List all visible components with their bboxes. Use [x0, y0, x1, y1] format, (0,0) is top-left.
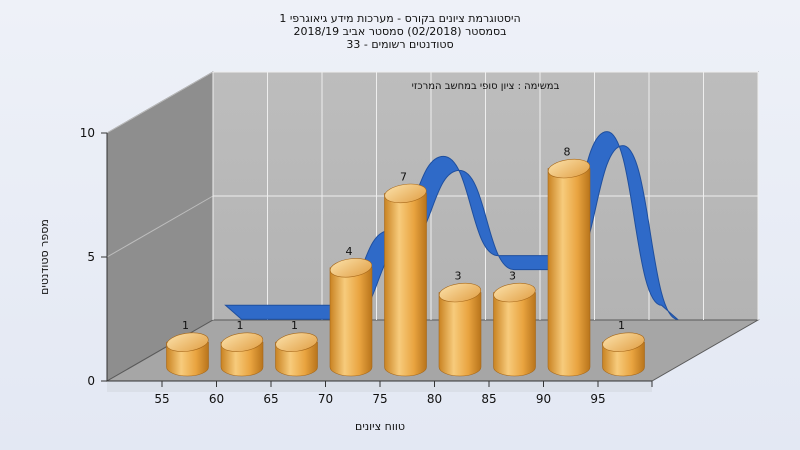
chart-title-line-2: בסמסטר (02/2018) סמסטר אביב 2018/19 [293, 25, 507, 38]
chart-title-line-1: היסטוגרמת ציונים בקורס - מערכות מידע גיא… [279, 12, 521, 25]
bar-value-label: 8 [564, 146, 571, 159]
bar-cap [329, 258, 373, 278]
bar-cap [438, 282, 482, 303]
bar-65: 1 [275, 319, 318, 377]
bar-value-label: 3 [455, 270, 462, 283]
bar-95: 1 [602, 319, 645, 377]
bar-cap [547, 158, 591, 179]
bar-90: 8 [547, 146, 591, 377]
chart-subtitle: במשימה : ציון סופי במחשב המרכזי [411, 81, 560, 92]
bar-cap [275, 332, 318, 352]
x-tick-label: 65 [263, 392, 278, 406]
gridline-side [106, 195, 214, 258]
y-tick-label: 5 [87, 250, 95, 264]
bar-cap [602, 332, 645, 352]
bar-60: 1 [220, 319, 264, 377]
bar-cap [493, 282, 536, 303]
x-tick-label: 80 [427, 392, 442, 406]
bar-value-label: 1 [618, 319, 625, 332]
x-tick-label: 75 [372, 392, 387, 406]
bar-75: 7 [384, 170, 427, 377]
bar-value-label: 1 [182, 319, 189, 332]
bar-value-label: 1 [237, 319, 244, 332]
x-tick-label: 70 [318, 392, 333, 406]
bar-body [547, 168, 591, 377]
gridline-side [106, 71, 214, 134]
bar-body [493, 292, 536, 377]
x-tick-label: 85 [481, 392, 496, 406]
bar-cap [166, 332, 209, 352]
bar-body [329, 267, 373, 377]
bar-value-label: 3 [509, 270, 516, 283]
y-tick-label: 10 [80, 126, 95, 140]
bar-80: 3 [438, 270, 482, 377]
bar-cap [220, 332, 264, 352]
bar-85: 3 [493, 270, 536, 377]
x-axis-label: טווח ציונים [355, 420, 405, 433]
bar-55: 1 [166, 319, 209, 377]
x-tick-label: 95 [590, 392, 605, 406]
x-tick-label: 60 [209, 392, 224, 406]
bar-cap [384, 183, 427, 204]
chart-title-line-3: סטודנטים רשומים - 33 [346, 38, 454, 51]
bar-70: 4 [329, 245, 373, 377]
bar-value-label: 7 [400, 170, 407, 183]
y-tick-label: 0 [87, 374, 95, 388]
bar-body [384, 193, 427, 377]
bar-value-label: 4 [346, 245, 353, 258]
y-axis-label: מספר סטודנטים [38, 219, 51, 295]
bar-body [438, 292, 482, 377]
x-tick-label: 55 [154, 392, 169, 406]
x-tick-label: 90 [536, 392, 551, 406]
bar-value-label: 1 [291, 319, 298, 332]
